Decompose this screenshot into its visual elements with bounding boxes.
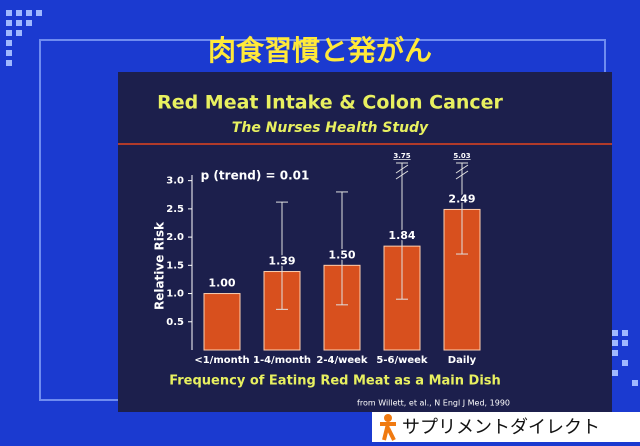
slide: [118, 72, 612, 412]
x-axis-label: Frequency of Eating Red Meat as a Main D…: [169, 374, 501, 389]
x-tick-label: <1/month: [194, 355, 249, 366]
y-tick-label: 2.5: [166, 204, 184, 215]
y-tick-label: 3.0: [166, 176, 184, 187]
x-tick-label: 5-6/week: [376, 355, 428, 366]
y-tick-label: 0.5: [166, 317, 184, 328]
x-tick-label: 2-4/week: [316, 355, 368, 366]
x-tick-label: 1-4/month: [253, 355, 311, 366]
axis-break: [455, 164, 469, 180]
logo-icon: [380, 414, 396, 441]
x-tick-label: Daily: [448, 355, 477, 366]
decor-squares: [6, 10, 638, 386]
value-label: 1.84: [388, 229, 415, 242]
logo-text: サプリメントダイレクト: [402, 417, 600, 438]
annotation: p (trend) = 0.01: [201, 169, 310, 183]
value-label: 1.39: [268, 255, 295, 268]
y-tick-label: 1.0: [166, 289, 184, 300]
y-tick-label: 2.0: [166, 232, 184, 243]
axis-break: [395, 164, 409, 180]
ci-high-label: 5.03: [453, 152, 470, 160]
ci-high-label: 3.75: [393, 152, 410, 160]
source: from Willett, et al., N Engl J Med, 1990: [357, 399, 510, 408]
logo-box: [372, 412, 640, 442]
slide-title: 肉食習慣と発がん: [208, 34, 432, 67]
y-axis-label: Relative Risk: [153, 221, 167, 310]
value-label: 1.50: [328, 248, 355, 261]
bar: [323, 264, 361, 351]
chart-title: Red Meat Intake & Colon Cancer: [157, 92, 503, 114]
chart-subtitle: The Nurses Health Study: [232, 120, 429, 136]
bar: [203, 293, 241, 351]
plot: 0.5 1.0 1.5 2.0 2.5 3.0 <1/month 1.00 1-4/month 1…: [166, 152, 481, 366]
value-label: 2.49: [448, 192, 475, 205]
y-tick-label: 1.5: [166, 260, 184, 271]
value-label: 1.00: [208, 277, 235, 290]
